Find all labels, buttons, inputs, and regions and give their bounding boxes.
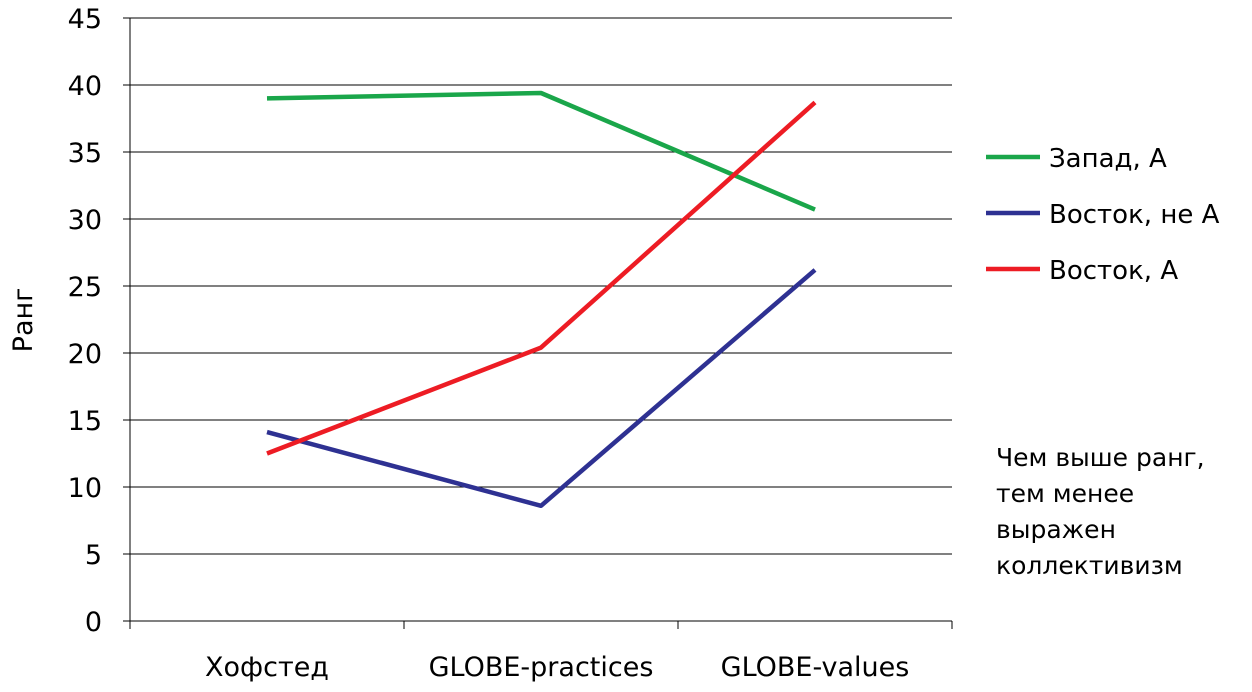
y-axis-label: Ранг xyxy=(8,288,39,353)
y-tick-label: 0 xyxy=(85,607,102,638)
y-tick-label: 30 xyxy=(68,205,102,236)
x-tick-labels: Хофстед GLOBE-practices GLOBE-values xyxy=(205,652,909,683)
y-tick-label: 5 xyxy=(85,540,102,571)
x-tick-label: Хофстед xyxy=(205,652,329,683)
y-tick-label: 15 xyxy=(68,406,102,437)
series-line xyxy=(266,100,817,456)
legend-label: Восток, не А xyxy=(1049,200,1220,230)
legend-label: Запад, А xyxy=(1049,144,1167,174)
y-tick-labels: 0 5 10 15 20 25 30 35 40 45 xyxy=(68,4,102,638)
series-line xyxy=(266,90,816,212)
annotation-note: Чем выше ранг, тем менее выражен коллект… xyxy=(996,443,1205,580)
y-tick-label: 20 xyxy=(68,339,102,370)
series-lines xyxy=(266,90,817,509)
grid-lines xyxy=(130,17,952,555)
legend-label: Восток, А xyxy=(1049,256,1178,286)
series-line xyxy=(266,268,817,509)
x-tick-label: GLOBE-values xyxy=(721,652,910,683)
y-tick-label: 10 xyxy=(68,473,102,504)
x-tick-label: GLOBE-practices xyxy=(429,652,654,683)
y-tick-label: 45 xyxy=(68,4,102,35)
y-tick-label: 35 xyxy=(68,138,102,169)
y-tick-label: 40 xyxy=(68,71,102,102)
axes xyxy=(123,17,953,629)
y-tick-label: 25 xyxy=(68,272,102,303)
legend: Запад, А Восток, не А Восток, А xyxy=(986,144,1220,286)
